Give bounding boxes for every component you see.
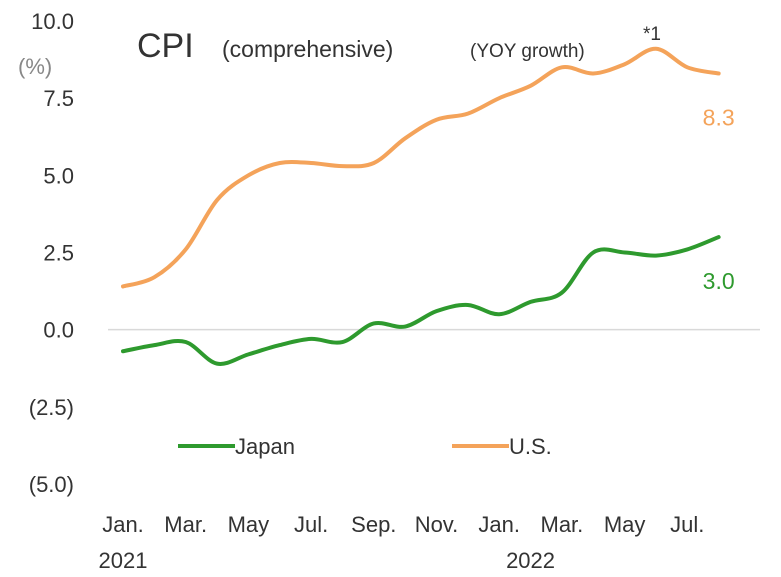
footnote-mark: *1 [643,24,661,45]
line-series [121,46,721,289]
legend-label: Japan [235,434,295,459]
year-label: 2022 [506,548,555,573]
x-tick-label: Mar. [164,512,207,537]
chart-subtitle: (comprehensive) [222,36,393,62]
x-tick-label: May [228,512,270,537]
x-tick-label: Jul. [294,512,328,537]
y-tick-label: (5.0) [29,472,74,497]
x-tick-label: Jan. [102,512,144,537]
y-tick-label: 10.0 [31,9,74,34]
x-tick-label: Jul. [670,512,704,537]
y-tick-label: 7.5 [43,86,74,111]
x-tick-label: Sep. [351,512,396,537]
y-tick-label: 2.5 [43,241,74,266]
data-label: 8.3 [703,104,735,130]
chart-note: (YOY growth) [470,41,585,62]
x-tick-label: Jan. [478,512,520,537]
x-tick-label: Nov. [415,512,459,537]
y-unit: (%) [18,54,52,79]
legend-label: U.S. [509,434,552,459]
year-label: 2021 [99,548,148,573]
x-tick-label: May [604,512,646,537]
chart-title: CPI [137,27,194,65]
y-tick-label: 5.0 [43,163,74,188]
x-tick-label: Mar. [541,512,584,537]
y-tick-label: (2.5) [29,395,74,420]
line-series [121,235,721,366]
y-tick-label: 0.0 [43,318,74,343]
data-label: 3.0 [703,268,735,294]
